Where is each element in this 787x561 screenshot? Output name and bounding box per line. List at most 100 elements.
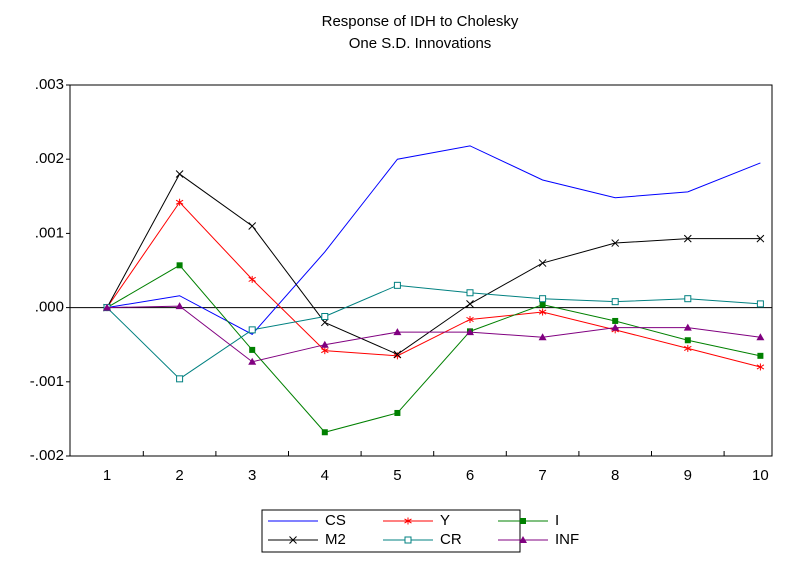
legend-label: CR — [440, 531, 462, 548]
series-line — [106, 264, 761, 433]
marker — [466, 300, 474, 308]
x-tick-label: 1 — [103, 467, 111, 484]
x-tick-label: 2 — [175, 467, 183, 484]
marker-part — [176, 262, 183, 269]
marker — [757, 352, 764, 359]
marker — [519, 536, 527, 543]
plot-frame — [69, 84, 773, 457]
legend-label: INF — [555, 531, 579, 548]
marker-part — [103, 303, 111, 311]
marker — [611, 323, 620, 331]
marker — [611, 298, 619, 306]
marker-part — [393, 281, 401, 289]
legend-label: CS — [325, 512, 346, 529]
marker-part — [321, 348, 329, 354]
marker — [684, 295, 692, 303]
marker-part — [539, 301, 546, 308]
series-line — [106, 173, 761, 355]
y-tick-label: .000 — [35, 299, 64, 316]
marker-part — [757, 352, 764, 359]
marker-part — [466, 328, 474, 336]
chart-subtitle: One S.D. Innovations — [349, 35, 492, 52]
legend-label: Y — [440, 512, 450, 529]
marker — [176, 262, 183, 269]
legend-frame — [261, 509, 521, 553]
marker-part — [756, 300, 764, 308]
marker — [249, 346, 256, 353]
series-line — [106, 145, 761, 335]
marker-part — [756, 364, 765, 370]
marker-part — [538, 259, 547, 267]
marker-part — [683, 323, 692, 331]
marker-part — [683, 234, 692, 243]
y-tick-label: .002 — [35, 150, 64, 167]
marker-part — [393, 350, 402, 359]
marker-part — [404, 518, 412, 524]
marker-part — [175, 170, 184, 178]
marker-part — [466, 300, 474, 308]
marker-part — [466, 289, 474, 297]
marker-part — [320, 318, 329, 327]
marker — [321, 313, 329, 321]
series-line — [106, 284, 761, 380]
marker-part — [539, 295, 547, 303]
marker-part — [175, 302, 184, 310]
marker-part — [248, 276, 256, 282]
x-tick-label: 8 — [611, 467, 619, 484]
marker-part — [321, 429, 328, 436]
marker — [248, 326, 256, 334]
marker — [539, 295, 547, 303]
marker — [175, 302, 184, 310]
marker-part — [289, 536, 297, 544]
marker-part — [684, 337, 691, 344]
marker — [248, 222, 257, 230]
marker-part — [612, 317, 619, 324]
marker — [321, 429, 328, 436]
marker — [320, 318, 329, 327]
y-tick-label: .001 — [35, 224, 64, 241]
marker-part — [538, 309, 547, 315]
marker-part — [394, 409, 401, 416]
marker-part — [175, 199, 184, 205]
marker-part — [756, 333, 765, 341]
marker — [756, 363, 765, 371]
x-tick-label: 7 — [538, 467, 546, 484]
y-tick-label: -.001 — [30, 373, 64, 390]
marker — [248, 275, 256, 283]
marker — [756, 234, 765, 243]
y-tick-label: -.002 — [30, 447, 64, 464]
marker-part — [519, 536, 527, 543]
marker-part — [466, 316, 474, 323]
marker-part — [321, 313, 329, 321]
marker-part — [684, 345, 692, 351]
marker-part — [176, 375, 184, 383]
marker — [466, 328, 474, 336]
marker — [175, 170, 184, 178]
legend-label: I — [555, 512, 559, 529]
marker — [538, 333, 547, 341]
marker-part — [611, 298, 619, 306]
marker-part — [404, 536, 412, 544]
marker — [611, 239, 620, 247]
marker — [289, 536, 297, 544]
marker — [520, 518, 526, 524]
marker — [248, 357, 257, 365]
marker — [404, 517, 412, 525]
x-tick-label: 10 — [752, 467, 769, 484]
x-tick-label: 3 — [248, 467, 256, 484]
marker-part — [393, 328, 402, 336]
marker — [683, 234, 692, 243]
marker — [466, 315, 474, 323]
marker — [175, 198, 184, 206]
marker — [321, 347, 329, 355]
marker-part — [684, 295, 692, 303]
marker — [393, 350, 402, 359]
x-tick-label: 4 — [321, 467, 329, 484]
marker — [538, 308, 547, 316]
marker — [320, 340, 329, 348]
marker — [393, 328, 402, 336]
marker — [756, 333, 765, 341]
marker — [404, 536, 412, 544]
marker-part — [248, 326, 256, 334]
